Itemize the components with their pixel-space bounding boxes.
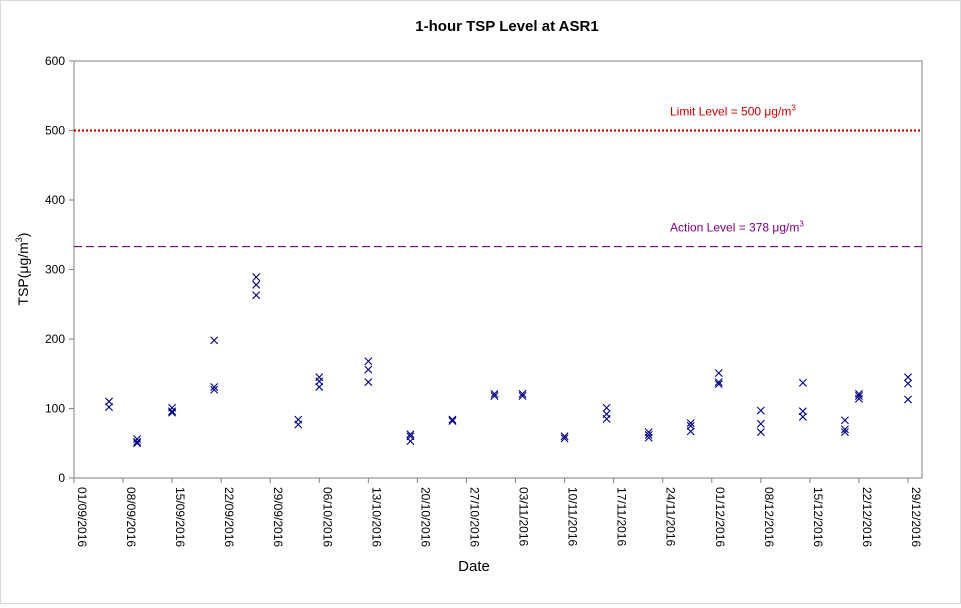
data-point xyxy=(903,379,912,388)
reference-lines: Limit Level = 500 μg/m3 Action Level = 37… xyxy=(74,104,922,248)
x-tick-label: 06/10/2016 xyxy=(320,487,334,547)
data-point xyxy=(903,395,912,404)
reference-line-label: Limit Level = 500 μg/m3 xyxy=(670,104,796,119)
data-point xyxy=(252,280,261,289)
x-axis-title: Date xyxy=(458,558,490,575)
data-point xyxy=(210,385,219,394)
data-point xyxy=(294,420,303,429)
x-tick-label: 01/12/2016 xyxy=(713,487,727,547)
data-point xyxy=(840,428,849,437)
x-tick-label: 22/09/2016 xyxy=(222,487,236,547)
data-point xyxy=(168,407,177,416)
data-point xyxy=(714,369,723,378)
x-tick-label: 15/12/2016 xyxy=(811,487,825,547)
data-point xyxy=(686,419,695,428)
x-tick-label: 22/12/2016 xyxy=(860,487,874,547)
data-point xyxy=(560,432,569,441)
data-point xyxy=(518,389,527,398)
data-point xyxy=(602,414,611,423)
x-tick-label: 17/11/2016 xyxy=(615,487,629,546)
data-point xyxy=(854,394,863,403)
data-point xyxy=(854,392,863,400)
data-point xyxy=(133,439,142,448)
y-axis: 0 100 200 300 400 500 600 xyxy=(45,54,74,485)
data-point xyxy=(756,428,765,437)
data-point xyxy=(798,378,807,387)
data-point xyxy=(518,392,527,400)
data-point xyxy=(133,437,142,446)
data-point xyxy=(168,408,177,417)
data-point xyxy=(490,392,499,400)
data-point xyxy=(756,419,765,428)
data-point xyxy=(903,373,912,382)
x-tick-label: 29/12/2016 xyxy=(909,487,923,547)
data-point xyxy=(798,412,807,421)
y-tick-label: 300 xyxy=(45,263,65,277)
data-point xyxy=(644,433,653,442)
data-point xyxy=(252,273,261,282)
data-point xyxy=(105,403,114,412)
x-tick-label: 24/11/2016 xyxy=(664,487,678,546)
data-point xyxy=(406,437,415,446)
x-axis: 01/09/2016 08/09/2016 15/09/2016 22/09/2016… xyxy=(73,478,923,547)
data-point xyxy=(448,415,457,424)
y-tick-label: 500 xyxy=(45,124,65,138)
data-point xyxy=(315,382,324,391)
data-point xyxy=(644,430,653,439)
x-tick-label: 15/09/2016 xyxy=(173,487,187,547)
chart-title: 1-hour TSP Level at ASR1 xyxy=(415,18,598,35)
reference-line-label: Action Level = 378 μg/m3 xyxy=(670,220,804,235)
data-point xyxy=(490,389,499,398)
x-tick-label: 08/09/2016 xyxy=(124,487,138,547)
y-tick-label: 600 xyxy=(45,54,65,68)
x-tick-label: 03/11/2016 xyxy=(517,487,531,546)
data-point xyxy=(210,336,219,345)
data-point xyxy=(756,406,765,415)
data-point xyxy=(714,380,723,389)
y-tick-label: 200 xyxy=(45,332,65,346)
data-point xyxy=(714,378,723,387)
data-point xyxy=(364,378,373,387)
data-point xyxy=(364,357,373,366)
data-point xyxy=(686,427,695,436)
data-point xyxy=(602,403,611,412)
data-point xyxy=(252,291,261,300)
data-point xyxy=(560,434,569,443)
data-points xyxy=(105,273,912,448)
data-point xyxy=(840,425,849,434)
x-tick-label: 13/10/2016 xyxy=(369,487,383,547)
y-tick-label: 100 xyxy=(45,402,65,416)
y-axis-title-superscript: 3 xyxy=(14,237,24,242)
y-tick-label: 0 xyxy=(58,471,65,485)
x-tick-label: 29/09/2016 xyxy=(271,487,285,547)
data-point xyxy=(448,417,457,425)
x-tick-label: 20/10/2016 xyxy=(418,487,432,547)
x-tick-label: 01/09/2016 xyxy=(75,487,89,547)
x-tick-label: 27/10/2016 xyxy=(467,487,481,547)
x-tick-label: 08/12/2016 xyxy=(762,487,776,547)
y-axis-title: TSP(μg/m3) xyxy=(14,233,31,306)
y-tick-label: 400 xyxy=(45,193,65,207)
x-tick-label: 10/11/2016 xyxy=(566,487,580,546)
data-point xyxy=(840,416,849,425)
plot-area xyxy=(73,60,923,479)
data-point xyxy=(364,365,373,374)
data-point xyxy=(210,382,219,391)
data-point xyxy=(406,430,415,439)
